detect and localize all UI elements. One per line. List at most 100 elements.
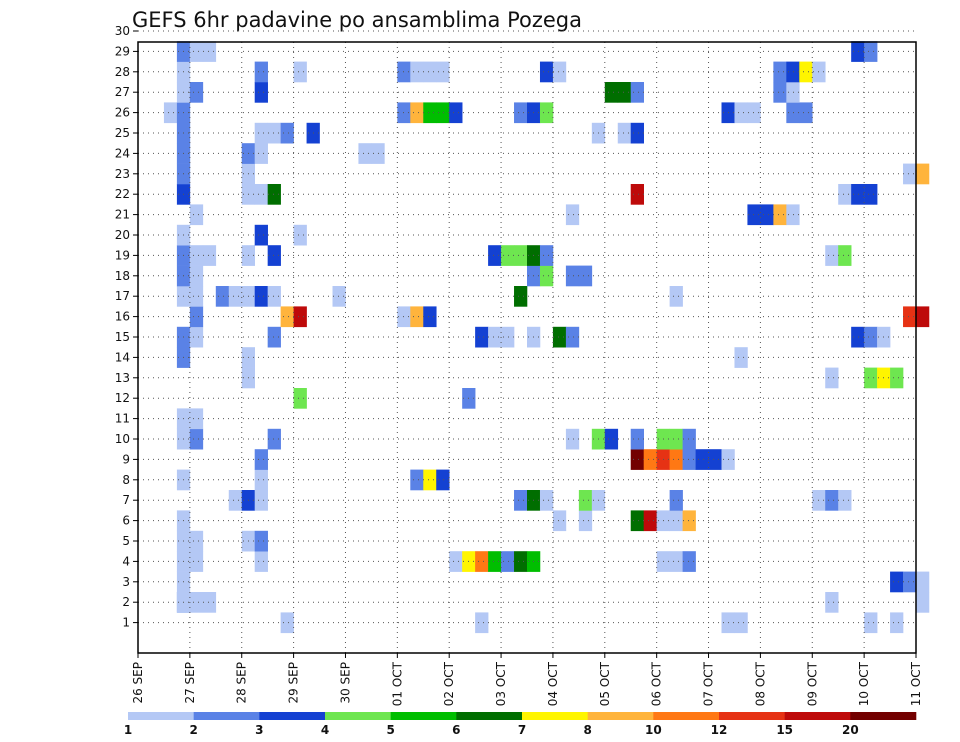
colorbar-label: 12 [711, 723, 728, 737]
y-axis: 1234567891011121314151617181920212223242… [115, 24, 138, 630]
heatmap-cell [786, 204, 800, 226]
x-tick-label: 26 SEP [131, 662, 145, 704]
heatmap-cell [514, 551, 528, 572]
colorbar-label: 5 [386, 723, 394, 737]
heatmap-cell [254, 449, 268, 470]
heatmap-cell [254, 286, 268, 307]
heatmap-cell [475, 612, 489, 634]
heatmap-cell [682, 510, 696, 532]
heatmap-cell [267, 286, 281, 307]
heatmap-cell [254, 61, 268, 83]
colorbar-label: 1 [124, 723, 132, 737]
heatmap-cell [825, 592, 839, 613]
heatmap-cell [838, 184, 852, 205]
colorbar-swatch [456, 712, 523, 720]
y-tick-label: 26 [115, 106, 130, 120]
colorbar-swatch [390, 712, 457, 720]
heatmap-cell [669, 428, 683, 450]
heatmap-cell [578, 510, 593, 532]
heatmap-cell [189, 82, 204, 103]
x-tick-label: 29 SEP [287, 662, 301, 704]
heatmap-cell [916, 571, 930, 593]
heatmap-cell [254, 469, 268, 491]
y-tick-label: 9 [122, 452, 130, 466]
y-tick-label: 2 [122, 595, 130, 609]
heatmap-cell [254, 224, 268, 246]
heatmap-cell [851, 41, 865, 62]
heatmap-cell [449, 551, 463, 572]
x-tick-label: 10 OCT [857, 661, 871, 706]
colorbar-swatch [259, 712, 326, 720]
heatmap-cell [280, 306, 294, 328]
heatmap-cell [202, 41, 217, 62]
x-tick-label: 07 OCT [702, 661, 716, 706]
heatmap-cell [189, 551, 204, 572]
y-tick-label: 16 [115, 310, 130, 324]
heatmap-cell [280, 122, 294, 144]
heatmap-cell [916, 163, 930, 185]
heatmap-cell [332, 286, 346, 307]
x-tick-label: 05 OCT [598, 661, 612, 706]
y-tick-label: 14 [115, 350, 130, 364]
heatmap-cell [825, 245, 839, 266]
heatmap-cell [890, 612, 904, 634]
heatmap-cell [280, 612, 294, 634]
heatmap-cell [410, 102, 424, 124]
y-tick-label: 20 [115, 228, 130, 242]
heatmap-cell [630, 122, 644, 144]
grid-lines [138, 30, 916, 653]
heatmap-cell [643, 510, 657, 532]
colorbar-swatch [784, 712, 851, 720]
y-tick-label: 24 [115, 146, 130, 160]
heatmap-cell [604, 428, 619, 450]
heatmap-cell [565, 265, 580, 287]
colorbar-label: 4 [321, 723, 329, 737]
heatmap-cell [669, 286, 683, 307]
y-tick-label: 17 [115, 289, 130, 303]
heatmap-cell [539, 265, 554, 287]
heatmap-cell [786, 102, 800, 124]
heatmap-cell [215, 286, 230, 307]
heatmap-cell [254, 143, 268, 164]
heatmap-cell [501, 326, 515, 348]
colorbar-label: 8 [583, 723, 591, 737]
heatmap-cell [539, 61, 554, 83]
x-tick-label: 06 OCT [650, 661, 664, 706]
heatmap-cell [864, 41, 878, 62]
heatmap-cell [423, 469, 437, 491]
heatmap-cell [539, 102, 554, 124]
chart-title: GEFS 6hr padavine po ansamblima Pozega [132, 8, 582, 32]
heatmap-cell [669, 551, 683, 572]
x-axis: 26 SEP 27 SEP 28 SEP 29 SEP 30 SEP 01 OCT 02 O… [131, 653, 923, 706]
y-tick-label: 21 [115, 208, 130, 222]
heatmap-cell [578, 265, 593, 287]
heatmap-cell [254, 122, 268, 144]
heatmap-cell [475, 551, 489, 572]
x-tick-label: 27 SEP [183, 662, 197, 704]
heatmap-cell [669, 510, 683, 532]
heatmap-cell [630, 184, 644, 205]
y-tick-label: 1 [122, 616, 130, 630]
x-tick-label: 03 OCT [494, 661, 508, 706]
colorbar-label: 10 [645, 723, 662, 737]
heatmap-cell [410, 306, 424, 328]
heatmap-cell [293, 61, 307, 83]
y-tick-label: 4 [122, 554, 130, 568]
heatmap-cell [604, 82, 619, 103]
heatmap-cell [682, 428, 696, 450]
colorbar-swatch [193, 712, 260, 720]
heatmap-cell [423, 102, 437, 124]
heatmap-cell [565, 428, 580, 450]
y-tick-label: 3 [122, 575, 130, 589]
heatmap-cell [488, 551, 502, 572]
colorbar-label: 3 [255, 723, 263, 737]
heatmap-cell [747, 102, 761, 124]
heatmap-cell [189, 41, 204, 62]
heatmap-cell [254, 490, 268, 511]
heatmap-cell [682, 551, 696, 572]
heatmap-cell [669, 490, 683, 511]
heatmap-cell [423, 61, 437, 83]
heatmap-cell [254, 551, 268, 572]
heatmap-cell [293, 388, 307, 409]
